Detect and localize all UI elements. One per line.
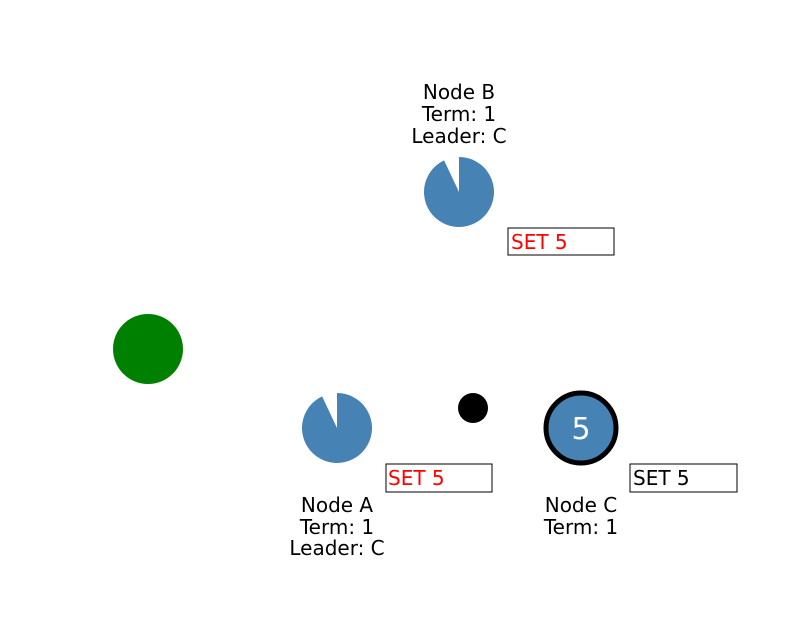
node-b-log-entry: SET 5 (507, 227, 615, 256)
node-a-name: Node A (301, 493, 374, 517)
node-a[interactable]: SET 5 Node A Term: 1 Leader: C (289, 393, 493, 560)
node-b-log-text: SET 5 (511, 230, 568, 254)
node-c-name: Node C (545, 493, 618, 517)
node-a-leader: Leader: C (289, 536, 384, 560)
message-dot-icon (458, 393, 488, 423)
node-a-log-entry: SET 5 (385, 463, 493, 493)
node-c-value: 5 (571, 412, 590, 447)
node-c-log-entry: SET 5 (629, 463, 738, 493)
node-c-term: Term: 1 (543, 515, 618, 539)
node-a-timeout-icon[interactable] (302, 393, 373, 464)
node-b-timeout-icon[interactable] (424, 157, 495, 228)
node-c-leader-icon[interactable] (543, 390, 619, 466)
node-c-label: Node C Term: 1 (543, 493, 618, 539)
node-b-term: Term: 1 (421, 102, 496, 126)
node-a-log-text: SET 5 (388, 466, 445, 490)
node-c-log-text: SET 5 (633, 466, 690, 490)
node-b[interactable]: Node B Term: 1 Leader: C SET 5 (411, 80, 615, 256)
node-b-name: Node B (423, 80, 495, 104)
node-b-label: Node B Term: 1 Leader: C (411, 80, 506, 148)
node-c[interactable]: 5 SET 5 Node C Term: 1 (543, 390, 738, 539)
node-b-leader: Leader: C (411, 124, 506, 148)
client-icon[interactable] (113, 314, 183, 384)
node-a-term: Term: 1 (299, 515, 374, 539)
node-a-label: Node A Term: 1 Leader: C (289, 493, 384, 560)
